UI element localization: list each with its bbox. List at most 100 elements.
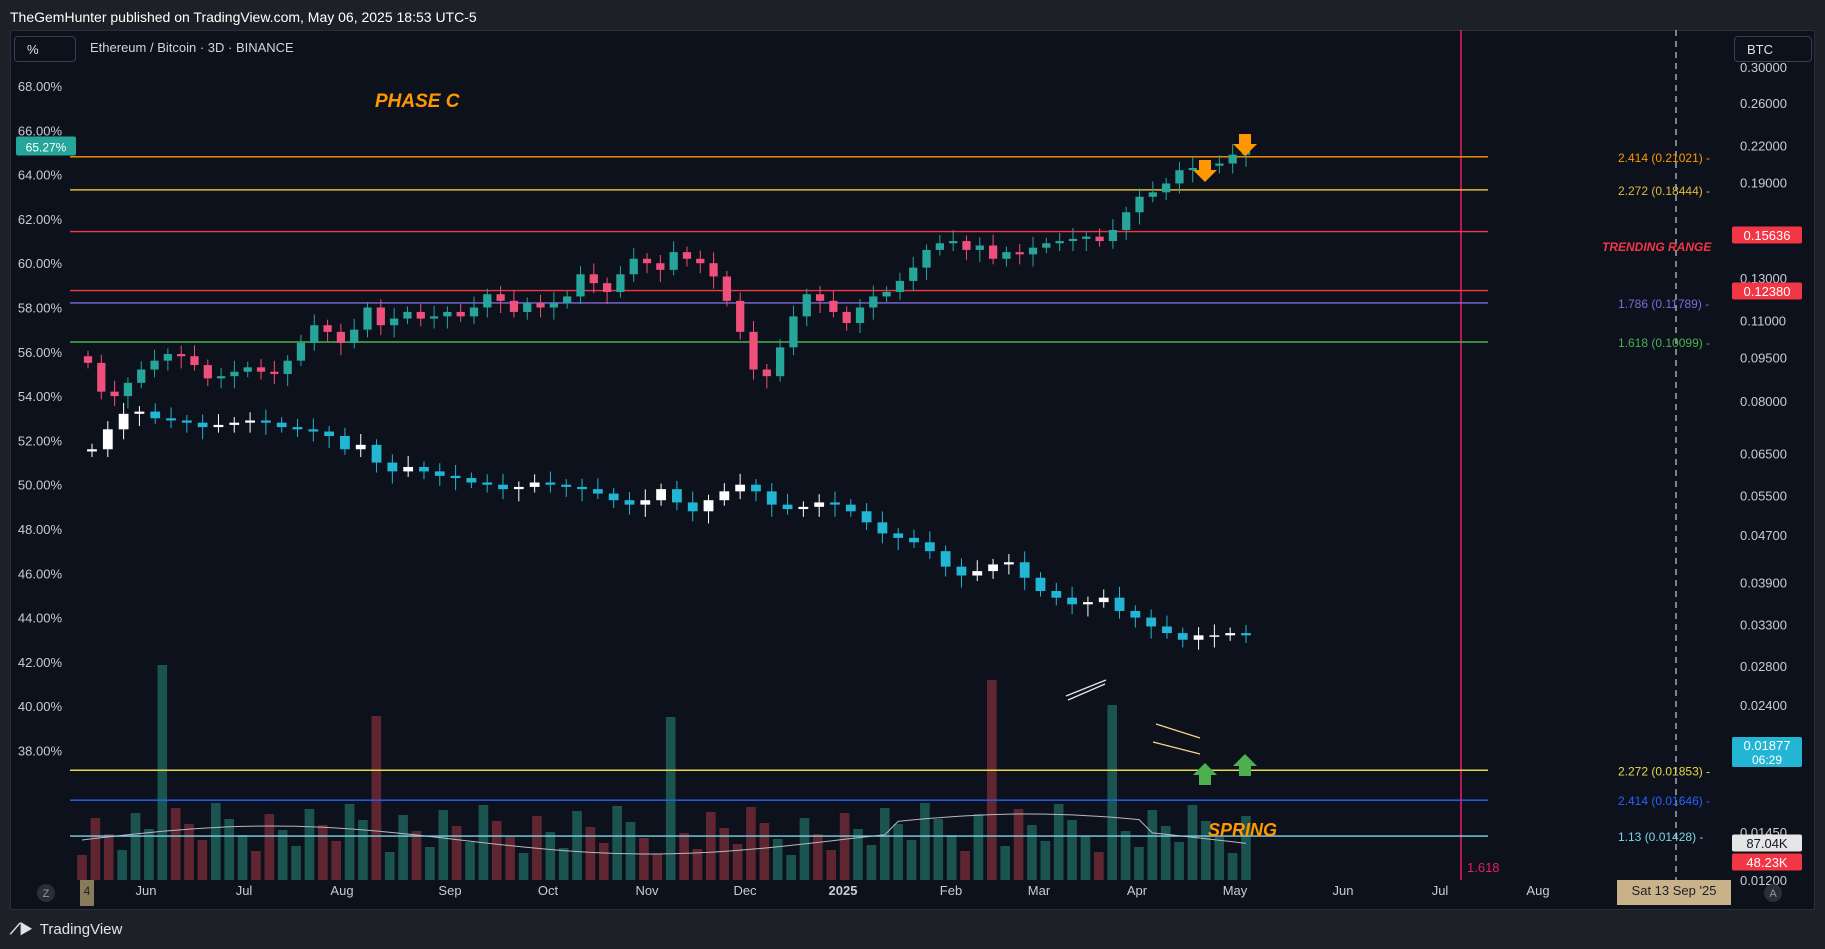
candle-body xyxy=(276,422,287,428)
candle-body xyxy=(988,245,998,259)
candle-body xyxy=(909,537,919,543)
left-axis-tick: 42.00% xyxy=(18,655,63,670)
left-axis-tick: 62.00% xyxy=(18,212,63,227)
candle-body xyxy=(97,362,106,392)
candle-body xyxy=(1188,167,1197,171)
volume-bar xyxy=(251,851,261,880)
zoom-reset-label: Z xyxy=(43,888,50,900)
right-axis-tick: 0.03300 xyxy=(1740,617,1787,632)
candle-body xyxy=(782,504,793,510)
candle-body xyxy=(363,307,372,330)
candle-body xyxy=(940,551,951,567)
volume-bar xyxy=(786,855,796,880)
volume-bar xyxy=(144,829,154,880)
left-axis-tick: 58.00% xyxy=(18,301,63,316)
candle-body xyxy=(709,263,718,277)
volume-bar xyxy=(665,717,676,880)
candle-body xyxy=(513,486,524,490)
volume-bar xyxy=(1094,852,1104,880)
candle-body xyxy=(561,484,572,487)
percent-scale-button[interactable]: % xyxy=(14,36,76,62)
x-axis-start-label: 4 xyxy=(84,884,91,898)
volume-bar xyxy=(1120,831,1131,880)
candle-body xyxy=(83,356,93,363)
left-axis-tick: 52.00% xyxy=(18,433,63,448)
chart-pane[interactable] xyxy=(10,30,1815,910)
candle-body xyxy=(845,504,856,512)
candle-body xyxy=(371,444,382,463)
candle-body xyxy=(802,294,811,317)
volume-bar xyxy=(639,838,649,880)
volume-bar xyxy=(719,828,730,880)
volume-bar xyxy=(706,812,716,880)
candle-body xyxy=(766,491,777,505)
vertical-line-label: 1.618 xyxy=(1467,860,1500,875)
candle-body xyxy=(608,493,619,501)
candle-body xyxy=(443,311,452,317)
volume-bar xyxy=(210,803,221,880)
candle-body xyxy=(403,466,414,472)
right-axis-tick: 0.03900 xyxy=(1740,575,1787,590)
candle-body xyxy=(642,258,652,264)
x-axis-tick: Jun xyxy=(136,883,157,898)
current-pct-label: 65.27% xyxy=(26,140,67,154)
candle-body xyxy=(1241,633,1251,636)
candle-body xyxy=(830,502,840,505)
currency-button[interactable]: BTC xyxy=(1734,36,1812,62)
price-badge-label: 87.04K xyxy=(1746,836,1788,851)
candle-body xyxy=(1015,252,1024,255)
left-axis-tick: 38.00% xyxy=(18,744,63,759)
volume-bar xyxy=(946,835,957,880)
price-badge xyxy=(1732,226,1802,244)
left-axis-tick: 64.00% xyxy=(18,168,63,183)
price-badge xyxy=(1732,834,1802,852)
volume-bar xyxy=(866,845,877,880)
candle-body xyxy=(1019,562,1030,578)
candle-body xyxy=(877,522,888,534)
fib-level-label: 2.272 (0.18444) - xyxy=(1618,184,1710,198)
candle-body xyxy=(292,427,303,430)
candle-body xyxy=(1175,170,1184,184)
volume-bar xyxy=(291,846,301,880)
volume-bar xyxy=(879,808,890,880)
candle-body xyxy=(1051,591,1062,598)
candle-body xyxy=(1114,597,1125,611)
annotations: 1.618 PHASE C TRENDING RANGE SPRING xyxy=(375,91,1712,875)
candle-body xyxy=(376,307,385,326)
candle-body xyxy=(216,376,226,379)
right-axis-tick: 0.06500 xyxy=(1740,446,1787,461)
candle-body xyxy=(861,511,872,523)
candle-body xyxy=(576,274,585,297)
volume-bar xyxy=(826,850,837,880)
tradingview-brand[interactable]: ⟋▶ TradingView xyxy=(10,921,122,938)
x-axis-tick: Oct xyxy=(538,883,559,898)
right-axis-tick: 0.22000 xyxy=(1740,138,1787,153)
volume-bar xyxy=(77,855,87,880)
x-axis-tick: Mar xyxy=(1028,883,1051,898)
candle-body xyxy=(629,258,638,275)
candle-body xyxy=(789,316,798,348)
candle-body xyxy=(1177,633,1188,640)
candle-body xyxy=(687,502,698,512)
buy-arrow-icon xyxy=(1193,763,1217,785)
candle-body xyxy=(616,274,625,292)
volume-bar xyxy=(920,803,930,880)
candle-body xyxy=(749,331,758,370)
axes: 68.00% 66.00% 64.00% 62.00% 60.00% 58.00% 56.0… xyxy=(16,60,1802,906)
candle-body xyxy=(336,331,346,343)
price-badge xyxy=(1732,853,1802,871)
left-axis-tick: 56.00% xyxy=(18,345,63,360)
candle-body xyxy=(429,316,439,319)
candle-body xyxy=(296,342,306,361)
volume-bar xyxy=(933,819,944,880)
candle-body xyxy=(1135,196,1144,213)
volume-bar xyxy=(331,841,342,880)
candle-body xyxy=(118,413,129,430)
candle-body xyxy=(736,300,745,332)
candle-body xyxy=(549,303,558,308)
candle-body xyxy=(1028,247,1038,255)
volume-bar xyxy=(1067,820,1077,880)
candle-body xyxy=(390,318,399,326)
volume-bar xyxy=(411,831,422,880)
